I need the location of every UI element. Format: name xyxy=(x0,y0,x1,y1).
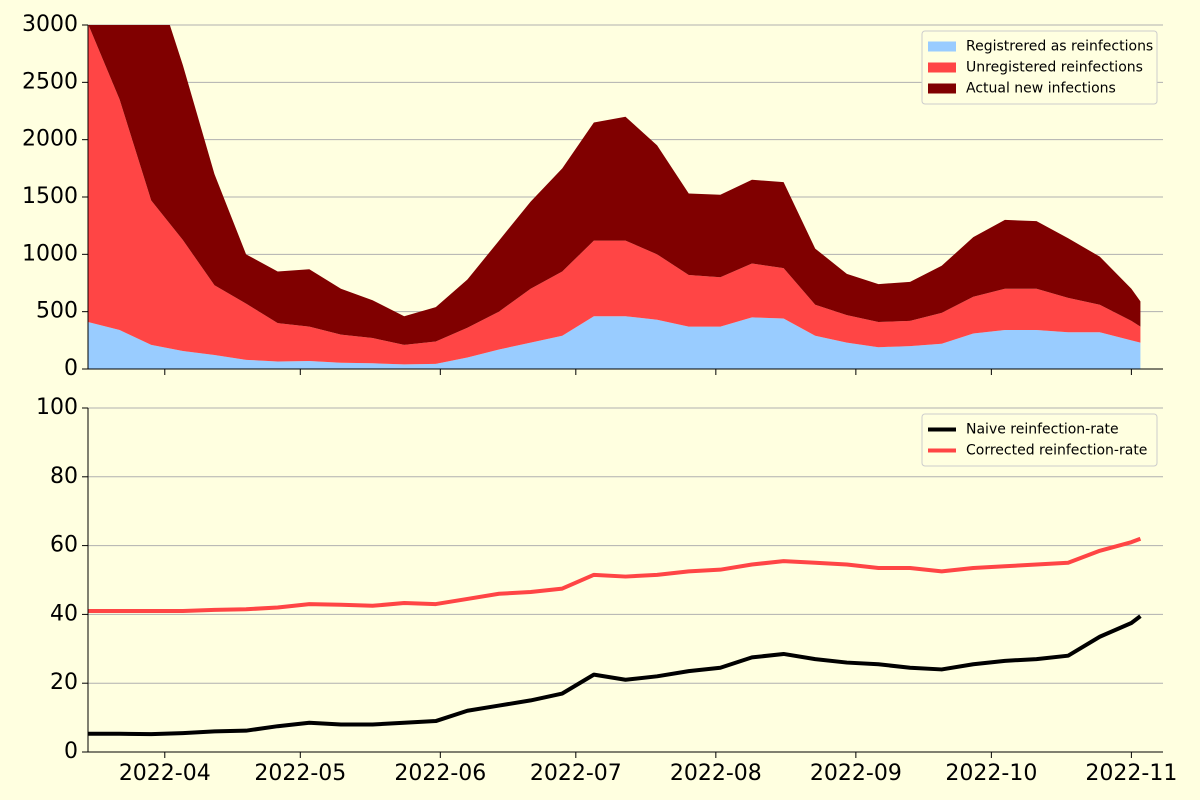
x-tick-label: 2022-05 xyxy=(254,761,346,786)
line xyxy=(88,614,1142,737)
legend-box xyxy=(921,413,1158,467)
legend-label: Registrered as reinfections xyxy=(966,39,1153,55)
legend-label: Corrected reinfection-rate xyxy=(966,443,1147,459)
y-tick-label: 2500 xyxy=(22,69,78,94)
x-tick-label: 2022-11 xyxy=(1085,761,1177,786)
plot-area xyxy=(88,536,1142,737)
x-tick-label: 2022-04 xyxy=(119,761,211,786)
area xyxy=(88,316,1141,369)
legend-label: Unregistered reinfections xyxy=(966,60,1143,76)
area xyxy=(88,25,1141,345)
line xyxy=(88,536,1142,613)
legend-label: Actual new infections xyxy=(966,81,1116,97)
legend-swatch xyxy=(928,62,956,73)
y-tick-label: 60 xyxy=(50,533,78,558)
x-tick-label: 2022-09 xyxy=(810,761,902,786)
y-tick-label: 0 xyxy=(64,739,78,764)
y-tick-label: 3000 xyxy=(22,12,78,37)
y-tick-label: 500 xyxy=(36,299,78,324)
y-tick-label: 40 xyxy=(50,601,78,626)
x-tick-label: 2022-06 xyxy=(394,761,486,786)
area xyxy=(88,25,1141,365)
legend-swatch xyxy=(928,83,956,94)
x-tick-label: 2022-08 xyxy=(670,761,762,786)
legend-label: Naive reinfection-rate xyxy=(966,422,1119,438)
plot-area xyxy=(88,25,1141,369)
y-tick-label: 1000 xyxy=(22,241,78,266)
y-tick-label: 20 xyxy=(50,670,78,695)
y-tick-label: 100 xyxy=(36,395,78,420)
legend-box xyxy=(921,30,1158,105)
y-tick-label: 2000 xyxy=(22,127,78,152)
legend-swatch xyxy=(928,41,956,52)
y-tick-label: 1500 xyxy=(22,184,78,209)
x-tick-label: 2022-10 xyxy=(945,761,1037,786)
y-tick-label: 0 xyxy=(64,356,78,381)
y-tick-label: 80 xyxy=(50,464,78,489)
x-tick-label: 2022-07 xyxy=(530,761,622,786)
